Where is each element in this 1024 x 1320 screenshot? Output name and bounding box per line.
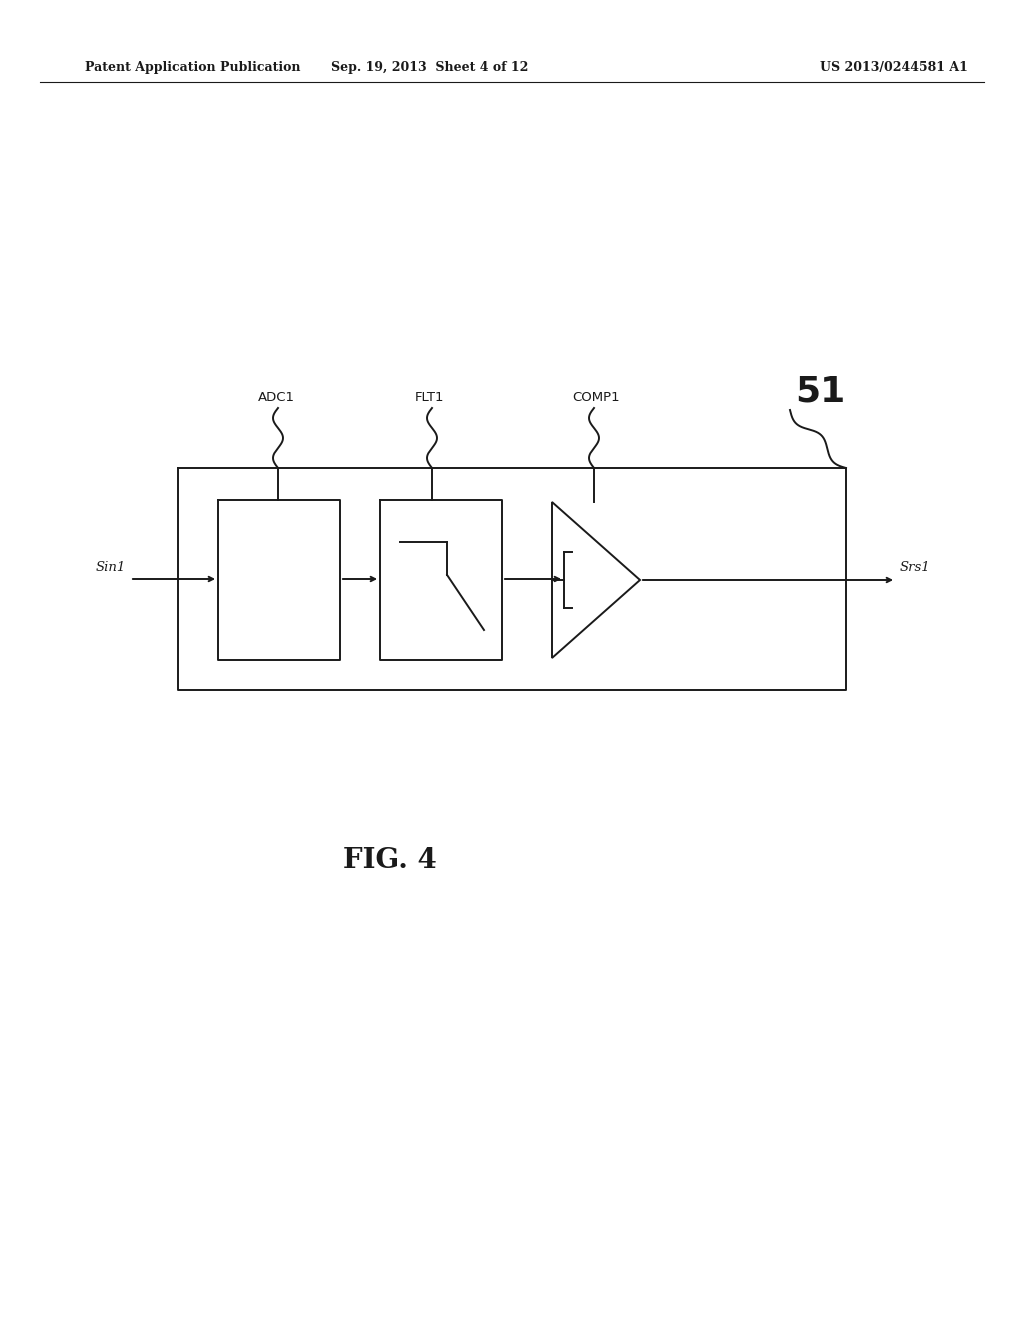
Text: ADC1: ADC1 [257,391,295,404]
Text: US 2013/0244581 A1: US 2013/0244581 A1 [820,62,968,74]
Text: FIG. 4: FIG. 4 [343,846,437,874]
Text: Sep. 19, 2013  Sheet 4 of 12: Sep. 19, 2013 Sheet 4 of 12 [332,62,528,74]
Text: Patent Application Publication: Patent Application Publication [85,62,300,74]
Text: 51: 51 [795,374,845,408]
Text: COMP1: COMP1 [572,391,620,404]
Text: Sin1: Sin1 [96,561,126,574]
Text: Srs1: Srs1 [900,561,931,574]
Text: FLT1: FLT1 [416,391,444,404]
